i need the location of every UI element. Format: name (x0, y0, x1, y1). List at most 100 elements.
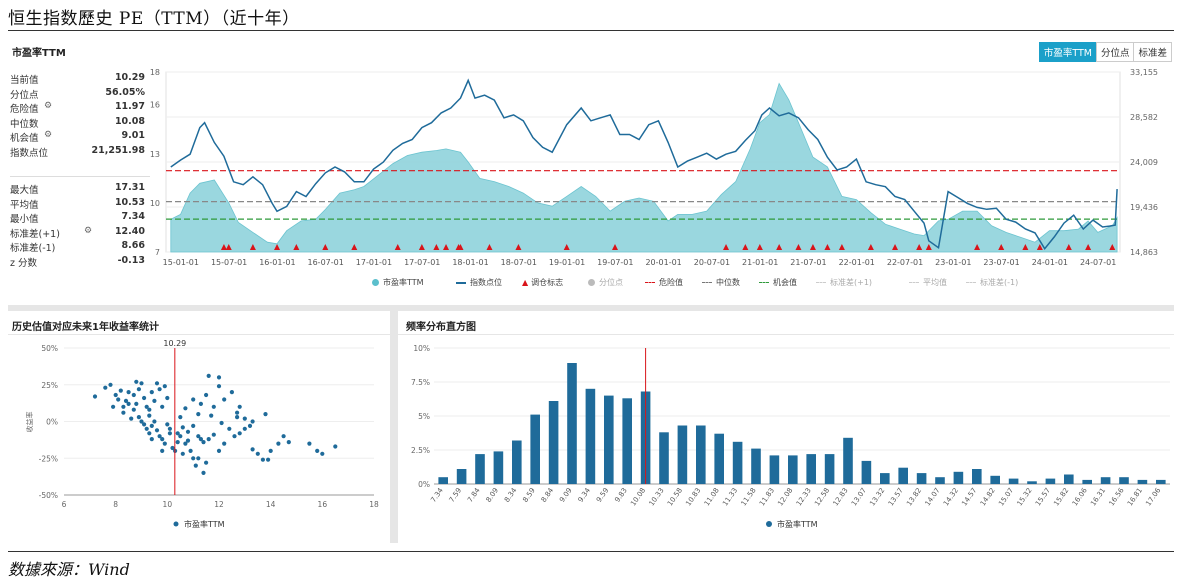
scatter-point (198, 437, 203, 442)
scatter-point (121, 404, 126, 409)
scatter-point (242, 416, 247, 421)
scatter-point (237, 431, 242, 436)
legend-label: 市盈率TTM (777, 519, 818, 529)
tab-percentile[interactable]: 分位点 (1095, 42, 1135, 62)
reference-label: 10.29 (163, 339, 186, 348)
x-tick: 12 (214, 500, 224, 509)
tab-pe[interactable]: 市盈率TTM (1038, 42, 1097, 62)
stat-label: z 分数 (10, 258, 38, 269)
histogram-bar (585, 388, 596, 484)
scatter-point (211, 404, 216, 409)
scatter-point (167, 431, 172, 436)
x-tick: 12.58 (813, 487, 831, 508)
title-divider (8, 30, 1174, 31)
y-left-tick: 18 (150, 68, 160, 77)
x-tick: 21-01-01 (742, 258, 778, 267)
gear-icon[interactable]: ⚙ (44, 101, 53, 112)
x-tick: 14 (266, 500, 276, 509)
scatter-point (211, 432, 216, 437)
histogram-bar (788, 455, 798, 484)
scatter-point (201, 440, 206, 445)
scatter-point (237, 404, 242, 409)
x-tick: 6 (62, 500, 67, 509)
rebalance-marker (274, 244, 281, 250)
scatter-point (123, 398, 129, 403)
x-tick: 24-01-01 (1032, 258, 1068, 267)
y-left-tick: 7 (155, 248, 160, 257)
stat-value: 12.40 (114, 225, 145, 237)
scatter-point (191, 456, 196, 461)
x-tick: 9.09 (558, 487, 573, 504)
scatter-point (136, 415, 141, 420)
rebalance-marker (867, 244, 874, 250)
gear-icon[interactable]: ⚙ (84, 225, 93, 236)
histogram-bar (659, 432, 669, 484)
x-tick: 11.33 (721, 487, 739, 508)
rebalance-marker (322, 244, 329, 250)
index-line (170, 78, 1118, 250)
panel-divider (390, 311, 398, 543)
legend-swatch (173, 521, 179, 527)
y-tick: -25% (39, 454, 58, 463)
scatter-point (152, 398, 157, 403)
stat-label: 最小值 (10, 214, 39, 226)
scatter-point (144, 426, 149, 431)
x-tick: 17.06 (1144, 486, 1162, 507)
legend-item[interactable]: 机会值 (759, 277, 797, 288)
y-left-tick: 10 (150, 199, 160, 208)
source-note: 数據來源：Wind (8, 560, 130, 579)
hist-title-rule (398, 334, 1174, 335)
legend-item[interactable]: 指数点位 (456, 277, 502, 288)
y-tick: 25% (41, 381, 58, 390)
stat-label: 机会值 (10, 133, 39, 145)
scatter-point (134, 401, 139, 406)
scatter-point (139, 381, 144, 386)
tab-stddev[interactable]: 标准差 (1133, 42, 1172, 62)
histogram-bar (1064, 474, 1074, 484)
legend-label: 调仓标志 (531, 278, 564, 287)
x-tick: 22-01-01 (839, 258, 875, 267)
histogram-bar (714, 433, 724, 484)
legend-item[interactable]: 平均值 (909, 277, 947, 288)
scatter-point (206, 437, 211, 442)
legend-item[interactable]: 分位点 (588, 277, 623, 288)
stat-row: 平均值 10.53 (10, 197, 145, 211)
rebalance-marker (486, 244, 493, 250)
scatter-point (136, 387, 141, 392)
rebalance-marker (443, 244, 450, 250)
scatter-point (227, 426, 232, 431)
scatter-point (232, 434, 237, 439)
legend-item[interactable]: 标准差(+1) (816, 277, 872, 288)
scatter-point (286, 440, 291, 445)
stat-row: 标准差(-1) 8.66 (10, 240, 145, 254)
legend-item[interactable]: 中位数 (702, 277, 740, 288)
y-tick: 2.5% (411, 446, 430, 455)
x-tick: 16-01-01 (259, 258, 295, 267)
scatter-point (154, 381, 160, 386)
x-tick: 7.84 (466, 486, 482, 504)
legend-swatch (588, 279, 595, 286)
scatter-point (139, 419, 144, 424)
scatter-point (185, 429, 191, 434)
legend-item[interactable]: 市盈率TTM (372, 277, 424, 288)
tab-bar: 市盈率TTM 分位点 标准差 (1038, 42, 1172, 62)
scatter-point (229, 390, 234, 395)
scatter-point (222, 441, 227, 446)
rebalance-marker (925, 244, 932, 250)
legend-swatch (456, 281, 466, 284)
legend-item[interactable]: 标准差(-1) (966, 277, 1018, 288)
frequency-histogram: 10% 7.5% 5% 2.5% 0%7.34 7.59 7.84 8.09 8.34 8.59 8… (411, 344, 1170, 529)
scatter-point (92, 394, 98, 399)
scatter-point (333, 444, 338, 449)
gear-icon[interactable]: ⚙ (44, 130, 53, 141)
legend-item[interactable]: 危险值 (645, 277, 683, 288)
y-tick: -50% (39, 491, 58, 500)
histogram-bar (1008, 478, 1019, 484)
scatter-point (196, 412, 201, 417)
scatter-point (193, 463, 198, 468)
legend-item[interactable]: ▲ 调仓标志 (522, 277, 563, 288)
histogram-bar (916, 473, 927, 484)
histogram-bar (604, 395, 614, 484)
histogram-bar (824, 454, 835, 484)
scatter-point (188, 448, 193, 453)
